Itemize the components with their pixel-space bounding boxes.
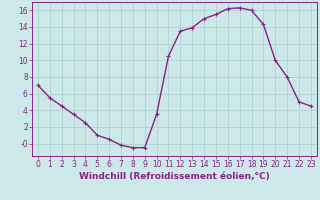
X-axis label: Windchill (Refroidissement éolien,°C): Windchill (Refroidissement éolien,°C) xyxy=(79,172,270,181)
